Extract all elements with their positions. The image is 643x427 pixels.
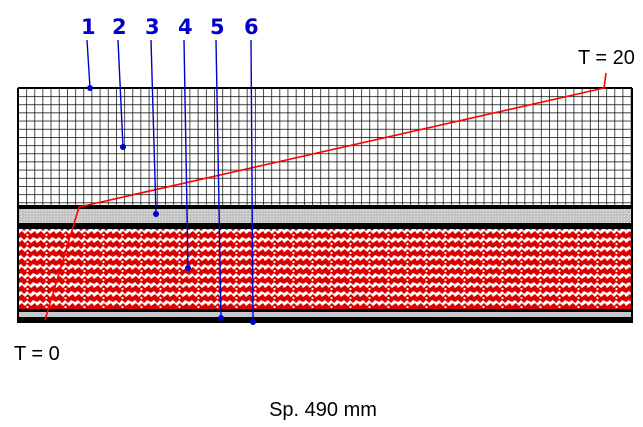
endpoint-1: [87, 85, 93, 91]
layer-plaster: [18, 312, 632, 317]
endpoint-2: [120, 144, 126, 150]
callout-number-5: 5: [210, 15, 225, 39]
layer-brick-masonry: [18, 229, 632, 309]
endpoint-5: [218, 315, 224, 321]
leader-3: [150, 39, 157, 215]
endpoint-6: [250, 319, 256, 325]
leader-4: [183, 39, 189, 269]
layer-separator: [18, 309, 632, 312]
endpoint-3: [153, 211, 159, 217]
wall-thickness-caption: Sp. 490 mm: [269, 399, 377, 421]
leader-2: [117, 39, 124, 148]
callout-number-4: 4: [178, 15, 193, 39]
callout-number-1: 1: [81, 15, 96, 39]
callout-leaders: [86, 39, 254, 323]
layer-separator: [18, 205, 632, 209]
layer-separator: [18, 223, 632, 229]
callout-endpoints: [87, 85, 256, 325]
leader-5: [215, 39, 222, 319]
temperature-profile-line: [44, 72, 607, 321]
layer-insulation-grid: [18, 88, 632, 207]
temperature-label-bottom: T = 0: [14, 343, 60, 365]
callout-number-3: 3: [145, 15, 160, 39]
leader-1: [86, 39, 91, 89]
leader-6: [250, 39, 254, 323]
callout-number-6: 6: [244, 15, 259, 39]
layer-air-gap: [18, 209, 632, 223]
callout-number-2: 2: [112, 15, 127, 39]
layer-finish: [18, 317, 632, 323]
endpoint-4: [185, 265, 191, 271]
temperature-label-top: T = 20: [578, 47, 635, 69]
